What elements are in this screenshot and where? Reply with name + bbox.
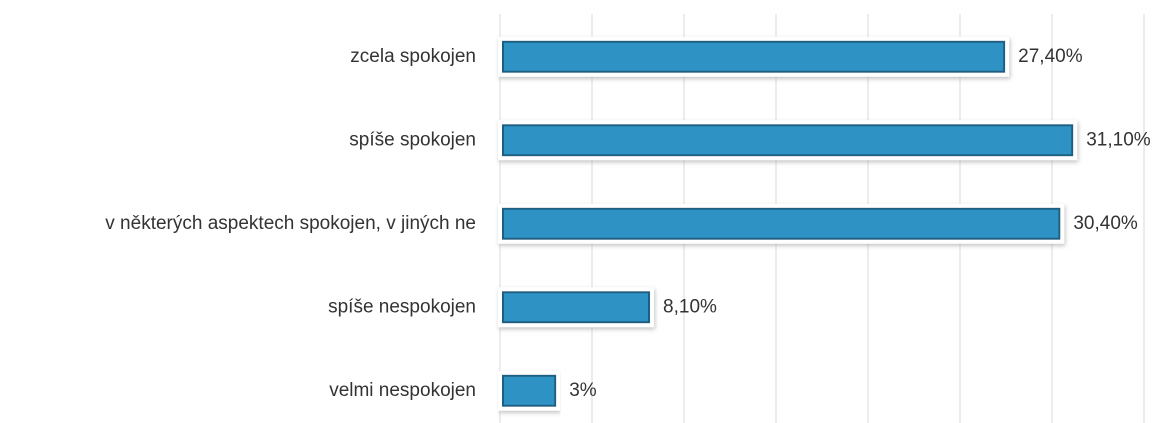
value-label: 27,40%: [1018, 46, 1083, 67]
y-tick-label: spíše nespokojen: [328, 296, 476, 317]
bar: [502, 291, 651, 324]
value-label: 8,10%: [663, 296, 717, 317]
y-tick-label: zcela spokojen: [350, 46, 476, 67]
value-label: 31,10%: [1086, 129, 1151, 150]
bar: [502, 374, 557, 407]
y-tick-label: v některých aspektech spokojen, v jiných…: [105, 213, 476, 234]
y-tick-label: spíše spokojen: [349, 129, 476, 150]
bar: [502, 207, 1061, 240]
bar: [502, 124, 1074, 157]
value-label: 30,40%: [1073, 213, 1138, 234]
bar: [502, 40, 1006, 73]
value-label: 3%: [569, 380, 597, 401]
y-tick-label: velmi nespokojen: [329, 380, 476, 401]
